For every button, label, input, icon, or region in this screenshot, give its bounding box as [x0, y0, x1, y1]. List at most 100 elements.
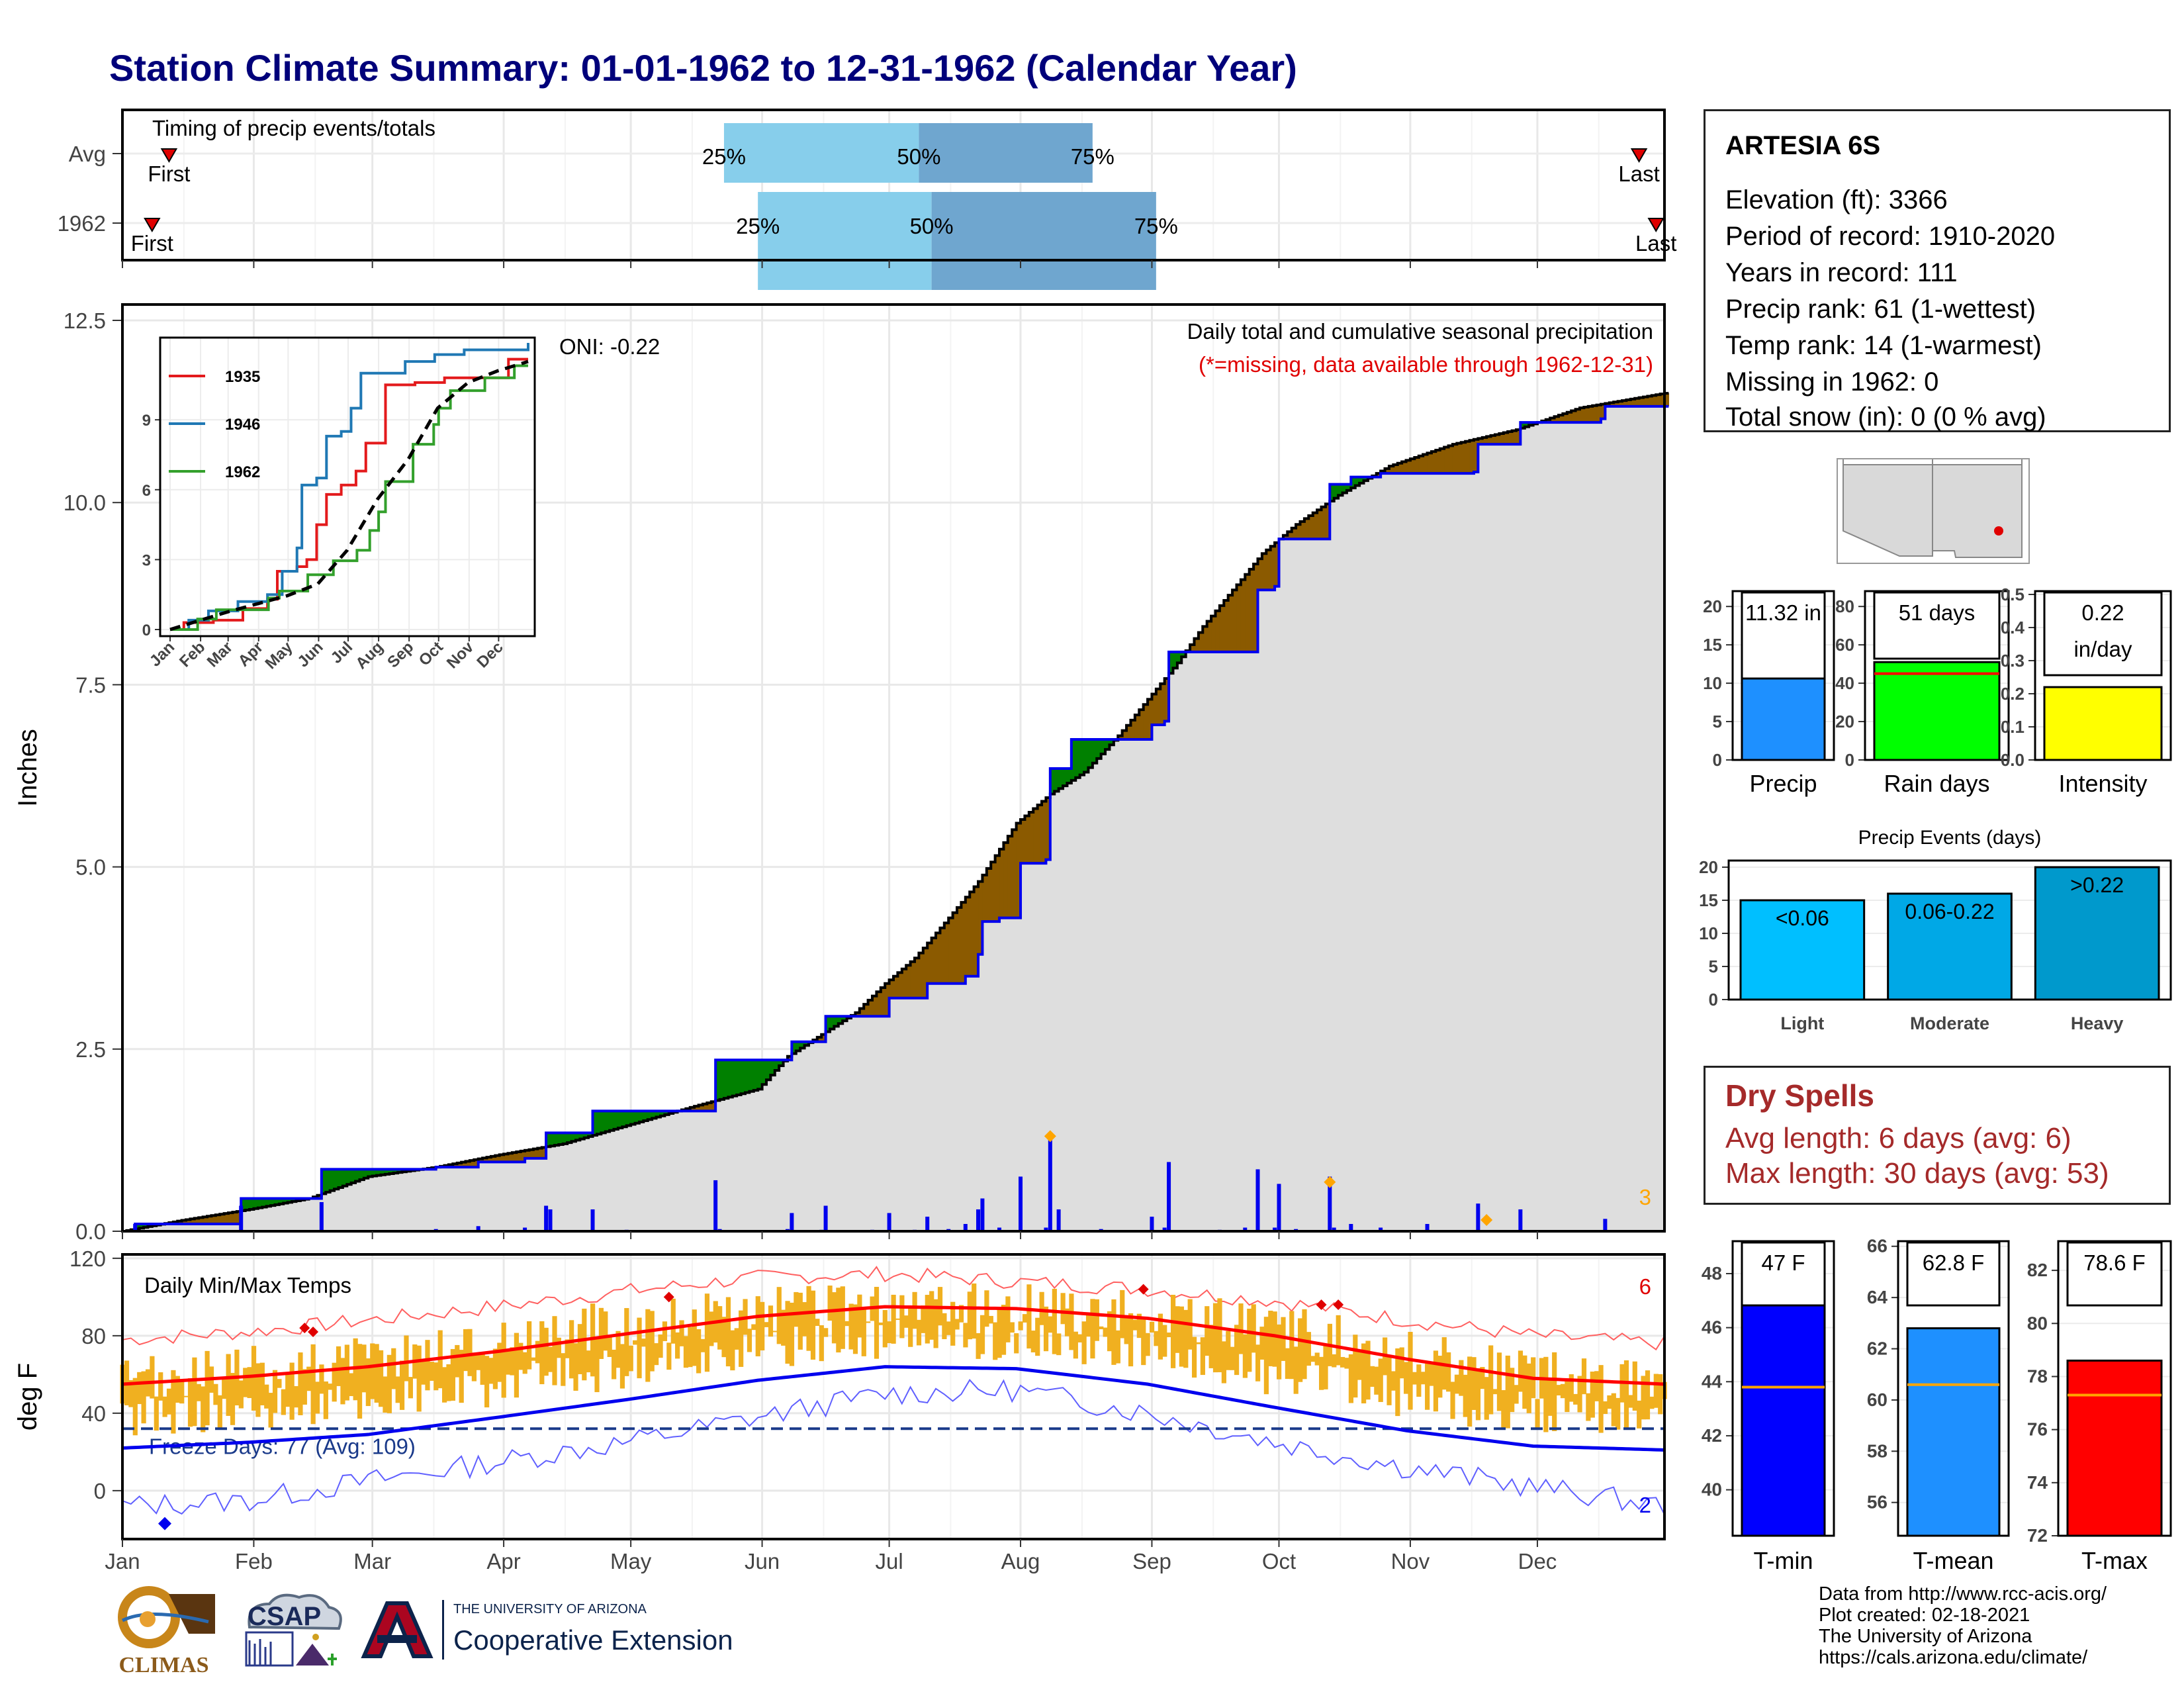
timing-last-marker [1630, 148, 1648, 163]
temps-daily-bar [1056, 1333, 1062, 1356]
temps-daily-bar [137, 1372, 142, 1405]
temps-daily-bar [285, 1372, 291, 1407]
precip-departure-col [652, 1111, 657, 1119]
precip-departure-col [728, 1060, 733, 1098]
temps-daily-bar [222, 1377, 227, 1399]
temps-daily-bar [162, 1396, 167, 1417]
station-precip-rank: Precip rank: 61 (1-wettest) [1725, 295, 2036, 324]
temps-daily-bar [760, 1301, 765, 1351]
precip-departure-col [588, 1133, 594, 1137]
intensity-ytick-label-5: 0.5 [2001, 585, 2025, 604]
map-region-north [1843, 459, 2023, 465]
temps-daily-bar [420, 1361, 426, 1385]
temps-daily-bar [205, 1350, 210, 1426]
precip-departure-col [1152, 694, 1157, 725]
precip-daily-bar-27 [1048, 1140, 1052, 1231]
precip-departure-col [927, 943, 933, 984]
precip-departure-col [872, 996, 877, 1017]
precip-ytick-label-4: 10.0 [64, 491, 106, 515]
precip-departure-col [1334, 484, 1339, 498]
temps-daily-bar [764, 1322, 769, 1327]
precip-departure-col [622, 1111, 627, 1127]
precip-daily-bar-34 [1243, 1227, 1248, 1231]
precip-departure-col [1635, 398, 1640, 406]
station-snow: Total snow (in): 0 (0 % avg) [1725, 402, 2046, 432]
credit-university: The University of Arizona [1819, 1626, 2032, 1647]
precip-departure-col [1402, 461, 1407, 474]
temps-record-high-marker-2 [663, 1291, 674, 1303]
precip-departure-col [1439, 448, 1445, 474]
temps-daily-bar [1107, 1311, 1113, 1352]
temps-daily-bar [725, 1297, 731, 1367]
precip-departure-col [1529, 422, 1534, 426]
timing-bar-q25-q50-0 [723, 123, 919, 183]
temps-daily-bar [1607, 1395, 1612, 1409]
temps-daily-bar [441, 1367, 447, 1403]
temps-daily-bar [1390, 1371, 1396, 1391]
temps-daily-bar [1518, 1350, 1524, 1392]
precip-departure-col [1224, 600, 1229, 652]
precip-departure-col [1164, 678, 1169, 722]
precip-departure-col [250, 1198, 255, 1209]
precip-departure-col [1042, 801, 1047, 864]
precip-departure-col [838, 1016, 843, 1024]
precip-departure-col [596, 1111, 602, 1135]
temps-daily-bar [874, 1287, 880, 1359]
temps-daily-bar [1623, 1360, 1629, 1430]
precip-departure-col [639, 1111, 644, 1122]
temps-avg-tmax-line [122, 1305, 1665, 1386]
precip-title: Daily total and cumulative seasonal prec… [1187, 319, 1653, 344]
temps-daily-bar [370, 1343, 375, 1399]
temps-daily-bar [1628, 1395, 1633, 1408]
temps-daily-bar [1560, 1383, 1566, 1399]
precip-departure-col [774, 1060, 780, 1071]
precip-departure-col [194, 1218, 199, 1224]
temps-daily-bar [1369, 1366, 1375, 1387]
temps-daily-bar [1205, 1306, 1210, 1356]
temps-daily-bar [1420, 1372, 1426, 1385]
precip-departure-col [936, 933, 941, 984]
t-min-ytick-label-0: 40 [1702, 1479, 1722, 1500]
precip-daily-bar-13 [790, 1213, 794, 1231]
temps-daily-bar [543, 1327, 549, 1376]
precip-departure-col [584, 1133, 589, 1138]
precip-departure-col [910, 961, 915, 998]
precip-ytick-label-2: 5.0 [75, 855, 106, 880]
precip-departure-col [1317, 510, 1322, 539]
precip-departure-col [732, 1060, 737, 1096]
t-mean-ytick-label-2: 60 [1867, 1389, 1888, 1410]
rain-days-ytick-label-2: 40 [1835, 673, 1854, 693]
precip-departure-col [1181, 651, 1187, 657]
precip-daily-bar-28 [1056, 1209, 1061, 1231]
precip-departure-col [355, 1169, 361, 1182]
temps-daily-bar [615, 1331, 621, 1368]
temps-daily-bar [1200, 1337, 1205, 1376]
temps-daily-bar [561, 1353, 566, 1386]
precip-departure-col [855, 1012, 860, 1017]
inset-ytick-label-1: 3 [142, 551, 151, 569]
temps-daily-bar [717, 1306, 723, 1350]
temps-daily-bar [1556, 1385, 1561, 1396]
timing-q75-label: 75% [1071, 144, 1115, 169]
precip-departure-col [889, 980, 894, 998]
temps-daily-bar [637, 1317, 642, 1379]
temps-daily-bar [302, 1369, 307, 1405]
precip-departure-col [1177, 651, 1182, 663]
temps-daily-bar [433, 1362, 439, 1391]
temps-daily-bar [501, 1323, 506, 1398]
precip-departure-col [1592, 405, 1598, 423]
temps-daily-bar [463, 1329, 469, 1372]
precip-departure-col [1478, 438, 1483, 445]
timing-q25-label: 25% [702, 144, 746, 169]
precip-record-marker-2 [1480, 1213, 1493, 1226]
temps-daily-bar [993, 1322, 998, 1360]
intensity-ytick-label-3: 0.3 [2001, 651, 2025, 671]
precip-oni: ONI: -0.22 [559, 334, 660, 359]
precip-departure-col [897, 972, 903, 998]
precip-daily-bar-15 [823, 1205, 828, 1231]
temps-daily-bar [878, 1322, 884, 1325]
precip-departure-col [982, 874, 987, 922]
temps-daily-bar [1154, 1331, 1159, 1346]
temps-daily-bar [1535, 1399, 1540, 1429]
